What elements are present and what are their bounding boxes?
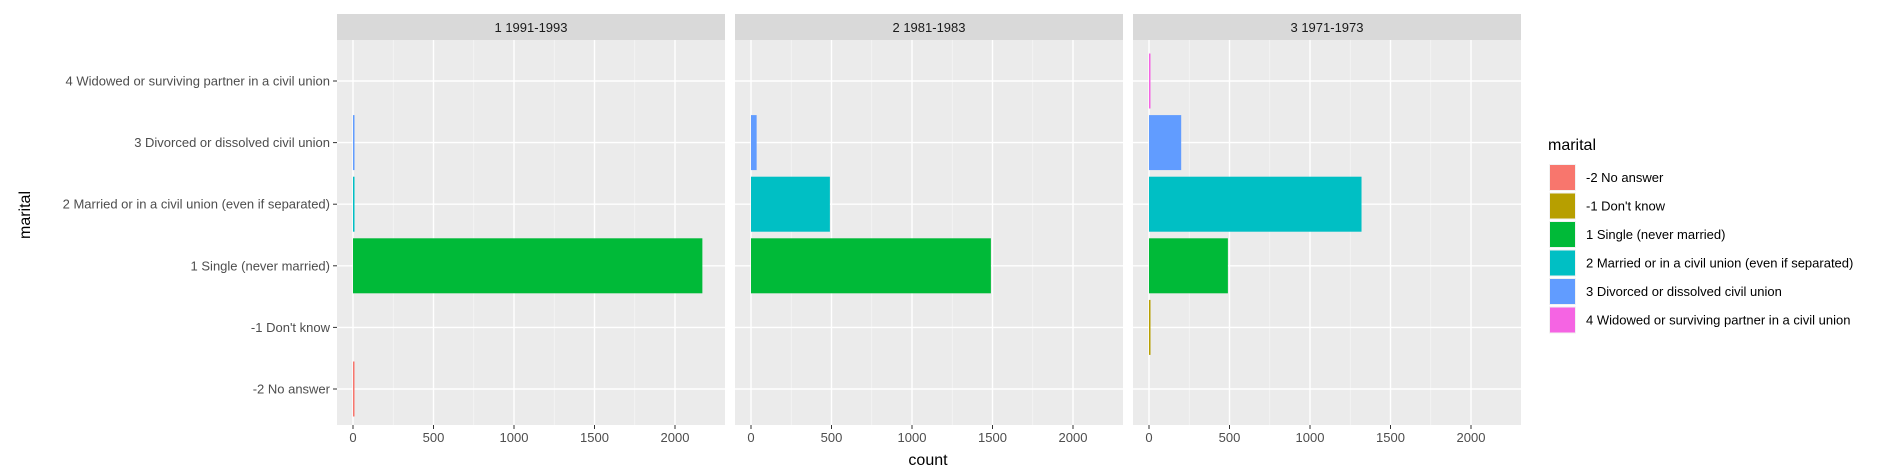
panel-background	[337, 40, 725, 425]
y-tick-label: -1 Don't know	[251, 320, 331, 335]
x-tick-label: 1500	[978, 430, 1007, 445]
legend-swatch	[1550, 250, 1575, 276]
facet-panel-1: 1 1991-1993 0 500 1000 1500 2000	[337, 14, 725, 445]
facet-panel-2: 2 1981-1983 0 500 1000 1500 2000	[735, 14, 1123, 445]
bar	[1149, 299, 1151, 355]
bar	[353, 176, 355, 232]
x-tick-label: 2000	[1059, 430, 1088, 445]
legend-item-label: 4 Widowed or surviving partner in a civi…	[1586, 313, 1850, 328]
y-tick-label: 2 Married or in a civil union (even if s…	[63, 197, 330, 212]
facet-strip-label: 2 1981-1983	[892, 20, 965, 35]
x-tick-label: 500	[1219, 430, 1241, 445]
x-tick-label: 1500	[580, 430, 609, 445]
y-axis: -2 No answer -1 Don't know 1 Single (never…	[63, 74, 337, 397]
facet-strip-label: 3 1971-1973	[1290, 20, 1363, 35]
legend-item-label: 2 Married or in a civil union (even if s…	[1586, 256, 1853, 271]
x-axis-title: count	[908, 452, 948, 469]
bar	[751, 238, 991, 294]
legend-swatch	[1550, 307, 1575, 333]
y-tick-label: 3 Divorced or dissolved civil union	[134, 135, 330, 150]
x-tick-label: 1000	[500, 430, 529, 445]
bar	[353, 115, 355, 171]
panel-background	[735, 40, 1123, 425]
x-tick-label: 0	[349, 430, 356, 445]
bar	[751, 176, 830, 232]
legend-item-label: -1 Don't know	[1586, 199, 1666, 214]
x-tick-label: 2000	[661, 430, 690, 445]
x-tick-label: 1500	[1376, 430, 1405, 445]
legend-swatch	[1550, 165, 1575, 190]
legend: marital -2 No answer -1 Don't know 1 Singl…	[1548, 137, 1853, 334]
legend-swatch	[1550, 279, 1575, 304]
facet-strip	[1133, 14, 1521, 40]
panel-background	[1133, 40, 1521, 425]
y-axis-title: marital	[17, 191, 34, 239]
x-tick-label: 500	[423, 430, 445, 445]
bar	[1149, 53, 1151, 109]
legend-swatch	[1550, 222, 1575, 247]
bar	[353, 361, 355, 417]
bar	[353, 238, 703, 294]
bar	[751, 115, 757, 171]
bar	[1149, 238, 1228, 294]
facet-strip-label: 1 1991-1993	[494, 20, 567, 35]
legend-item-label: 3 Divorced or dissolved civil union	[1586, 284, 1782, 299]
bar	[1149, 115, 1182, 171]
legend-swatch	[1550, 193, 1575, 219]
facet-panels: 1 1991-1993 0 500 1000 1500 2000 2 1981-1983 0 5…	[337, 14, 1521, 445]
legend-item-label: -2 No answer	[1586, 170, 1664, 185]
facet-strip	[735, 14, 1123, 40]
bar	[1149, 176, 1362, 232]
legend-item-label: 1 Single (never married)	[1586, 227, 1725, 242]
x-tick-label: 1000	[1296, 430, 1325, 445]
y-tick-label: 4 Widowed or surviving partner in a civi…	[66, 74, 330, 89]
x-tick-label: 1000	[898, 430, 927, 445]
facet-strip	[337, 14, 725, 40]
x-tick-label: 0	[747, 430, 754, 445]
x-tick-label: 500	[821, 430, 843, 445]
x-tick-label: 2000	[1457, 430, 1486, 445]
y-tick-label: 1 Single (never married)	[191, 258, 330, 273]
facet-panel-3: 3 1971-1973 0 500 1000 1500 2000	[1133, 14, 1521, 445]
y-tick-label: -2 No answer	[253, 382, 331, 397]
legend-title: marital	[1548, 137, 1596, 154]
x-tick-label: 0	[1145, 430, 1152, 445]
